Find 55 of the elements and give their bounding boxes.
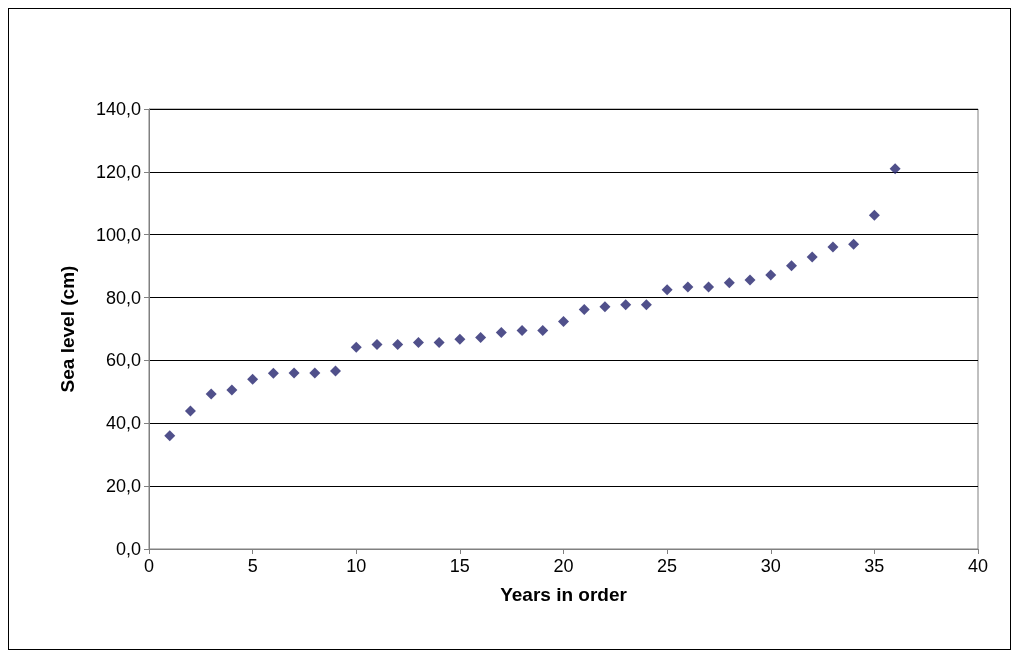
point <box>392 338 404 350</box>
point <box>620 299 632 311</box>
y-tick-label: 120,0 <box>95 161 141 182</box>
x-axis-title: Years in order <box>500 584 628 605</box>
point <box>288 367 300 379</box>
point <box>412 337 424 349</box>
point <box>848 238 860 250</box>
point <box>267 367 279 379</box>
point <box>371 338 383 350</box>
x-tick-label: 10 <box>346 556 367 576</box>
point <box>806 251 818 263</box>
point <box>433 337 445 349</box>
point <box>184 405 196 417</box>
x-tick-label: 30 <box>760 556 781 576</box>
point <box>247 373 259 385</box>
y-tick-label: 140,0 <box>95 99 141 119</box>
point <box>661 284 673 296</box>
x-tick-label: 40 <box>967 556 989 576</box>
x-tick-label: 25 <box>657 556 678 576</box>
point <box>889 163 901 175</box>
point <box>785 260 797 272</box>
point <box>723 277 735 289</box>
point <box>205 388 217 400</box>
point <box>495 326 507 338</box>
point <box>640 299 652 311</box>
point <box>350 341 362 353</box>
x-tick-label: 20 <box>553 556 574 576</box>
point <box>744 274 756 286</box>
point <box>703 281 715 293</box>
point <box>475 331 487 343</box>
x-tick-label: 35 <box>864 556 885 576</box>
point <box>868 209 880 221</box>
point <box>164 430 176 442</box>
y-tick-label: 100,0 <box>95 224 141 245</box>
x-tick-label: 0 <box>143 556 155 576</box>
point <box>330 365 342 377</box>
point <box>682 281 694 293</box>
y-tick-label: 0,0 <box>115 539 141 559</box>
y-tick-label: 20,0 <box>105 476 141 497</box>
x-tick-label: 5 <box>247 556 258 576</box>
y-tick-label: 40,0 <box>105 413 141 434</box>
point <box>516 325 528 337</box>
point <box>309 367 321 379</box>
point <box>827 241 839 253</box>
point <box>558 315 569 327</box>
point <box>537 325 549 337</box>
point <box>454 333 466 345</box>
point <box>599 301 611 313</box>
y-tick-label: 80,0 <box>105 287 141 308</box>
x-tick-label: 15 <box>449 556 470 576</box>
point <box>226 384 238 396</box>
y-tick-label: 60,0 <box>105 350 141 371</box>
y-axis-title: Sea level (cm) <box>57 265 78 393</box>
point <box>578 304 590 316</box>
point <box>765 269 777 281</box>
